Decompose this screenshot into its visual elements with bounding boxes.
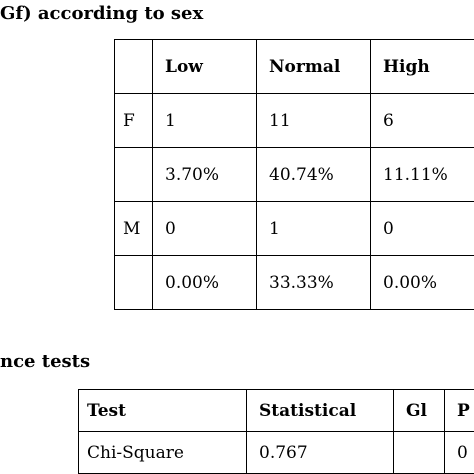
table-cell: 0 [152,201,257,256]
section-title-sex: Gf) according to sex [0,3,204,24]
sex-distribution-table: Low Normal High F 1 11 6 3.70% 40.74% 11… [114,39,474,310]
header-cell-gl: Gl [393,389,445,432]
header-cell-statistical: Statistical [246,389,394,432]
significance-tests-table: Test Statistical Gl P Chi-Square 0.767 0 [78,389,474,474]
table-row: Chi-Square 0.767 0 [78,431,474,474]
table-cell: 0.00% [152,255,257,310]
table-row: F 1 11 6 [114,93,474,148]
table-cell: 11 [256,93,371,148]
table-header-row: Test Statistical Gl P [78,389,474,432]
table-row: 3.70% 40.74% 11.11% [114,147,474,202]
table-cell: 33.33% [256,255,371,310]
table-cell: 3.70% [152,147,257,202]
table-header-row: Low Normal High [114,39,474,94]
header-cell-normal: Normal [256,39,371,94]
table-row: M 0 1 0 [114,201,474,256]
table-cell: 6 [370,93,474,148]
table-cell: 0 [370,201,474,256]
table-cell: 1 [256,201,371,256]
row-label-cell: M [114,201,153,256]
table-cell: 1 [152,93,257,148]
section-title-tests: nce tests [0,351,91,372]
header-cell-high: High [370,39,474,94]
table-cell: 40.74% [256,147,371,202]
table-cell: 0 [444,431,474,474]
table-cell: Chi-Square [78,431,247,474]
row-label-cell [114,255,153,310]
header-cell-p: P [444,389,474,432]
row-label-cell [114,147,153,202]
table-row: 0.00% 33.33% 0.00% [114,255,474,310]
header-cell-test: Test [78,389,247,432]
table-cell: 0.00% [370,255,474,310]
table-cell [393,431,445,474]
header-cell-empty [114,39,153,94]
table-cell: 11.11% [370,147,474,202]
row-label-cell: F [114,93,153,148]
table-cell: 0.767 [246,431,394,474]
header-cell-low: Low [152,39,257,94]
